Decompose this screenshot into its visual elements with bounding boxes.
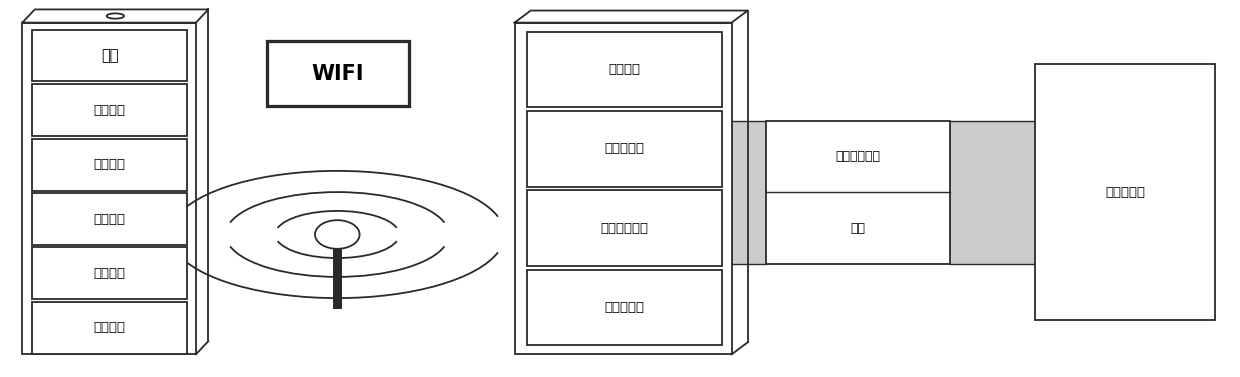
Text: 函数拟合: 函数拟合	[94, 213, 125, 225]
FancyBboxPatch shape	[766, 121, 950, 264]
Text: 高温高压气体: 高温高压气体	[836, 150, 880, 163]
FancyBboxPatch shape	[22, 23, 196, 354]
Text: 手机: 手机	[100, 48, 119, 63]
Text: 数据分析: 数据分析	[94, 158, 125, 171]
FancyBboxPatch shape	[32, 84, 187, 136]
FancyBboxPatch shape	[267, 41, 409, 106]
FancyBboxPatch shape	[527, 190, 722, 266]
FancyBboxPatch shape	[32, 247, 187, 299]
Text: 化霜控制装置: 化霜控制装置	[600, 222, 649, 234]
FancyBboxPatch shape	[1035, 64, 1215, 320]
FancyBboxPatch shape	[515, 23, 732, 354]
FancyBboxPatch shape	[32, 139, 187, 191]
FancyBboxPatch shape	[32, 193, 187, 245]
FancyBboxPatch shape	[527, 32, 722, 107]
FancyBboxPatch shape	[950, 121, 1035, 264]
FancyBboxPatch shape	[32, 302, 187, 354]
FancyBboxPatch shape	[32, 30, 187, 81]
Text: 启动化霜: 启动化霜	[94, 267, 125, 280]
FancyBboxPatch shape	[527, 270, 722, 345]
FancyBboxPatch shape	[732, 121, 766, 264]
Text: 管路: 管路	[851, 222, 866, 234]
FancyBboxPatch shape	[332, 249, 342, 309]
Text: 室外换热器: 室外换热器	[1105, 186, 1146, 199]
Ellipse shape	[315, 220, 360, 249]
FancyBboxPatch shape	[527, 111, 722, 187]
Text: WIFI: WIFI	[311, 63, 365, 84]
Text: 化霜装置: 化霜装置	[609, 63, 640, 76]
Text: 结束化霜: 结束化霜	[94, 321, 125, 334]
Text: 指令接收仪: 指令接收仪	[604, 143, 645, 155]
Text: 四通换向阀: 四通换向阀	[604, 301, 645, 314]
Text: 图像捕获: 图像捕获	[94, 104, 125, 117]
